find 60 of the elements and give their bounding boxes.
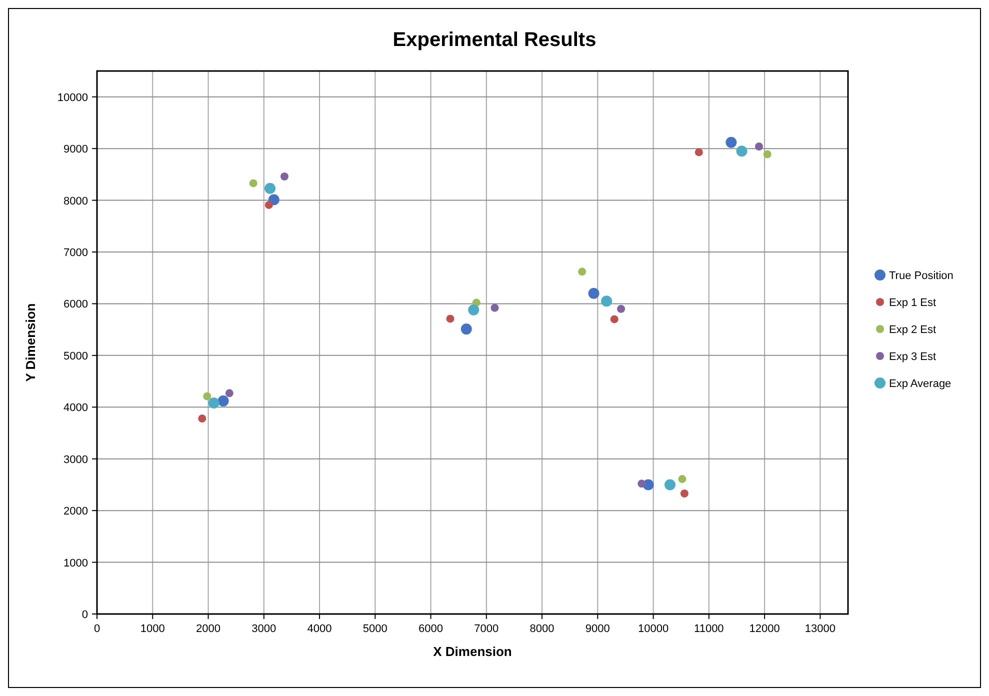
legend-label: Exp Average	[889, 378, 952, 390]
point	[249, 179, 258, 188]
y-axis-title: Y Dimension	[23, 303, 38, 382]
x-tick-label: 13000	[804, 623, 836, 635]
y-tick-label: 3000	[64, 454, 88, 466]
point	[680, 490, 688, 498]
legend-label: Exp 1 Est	[889, 297, 936, 309]
point	[754, 142, 763, 151]
point	[208, 398, 220, 409]
point	[264, 200, 273, 209]
x-tick-label: 2000	[196, 623, 220, 635]
point	[203, 392, 212, 400]
y-tick-label: 0	[82, 609, 88, 621]
point	[468, 304, 480, 316]
point	[617, 304, 626, 313]
point	[460, 324, 472, 335]
point	[694, 148, 703, 156]
point	[601, 296, 612, 307]
point	[664, 479, 676, 490]
x-tick-label: 6000	[418, 623, 444, 635]
point	[588, 288, 600, 299]
legend-label: Exp 2 Est	[889, 324, 936, 336]
x-tick-label: 7000	[474, 623, 499, 635]
point	[763, 150, 772, 158]
point	[490, 304, 499, 312]
y-tick-label: 10000	[57, 92, 88, 104]
point	[726, 136, 737, 148]
y-tick-label: 9000	[64, 144, 88, 156]
point	[736, 146, 748, 157]
chart-title: Experimental Results	[392, 29, 596, 51]
x-tick-label: 3000	[252, 623, 276, 635]
point	[264, 182, 276, 194]
x-tick-label: 8000	[530, 623, 554, 635]
point	[638, 480, 646, 488]
point	[225, 389, 234, 398]
point	[610, 315, 618, 324]
y-tick-label: 5000	[64, 350, 88, 362]
y-tick-label: 4000	[64, 402, 88, 414]
x-tick-label: 0	[94, 623, 100, 635]
x-tick-label: 9000	[585, 623, 610, 635]
legend-label: Exp 3 Est	[889, 351, 936, 363]
x-tick-label: 1000	[140, 623, 165, 635]
x-tick-label: 4000	[307, 623, 332, 635]
y-tick-label: 8000	[64, 195, 88, 208]
x-tick-label: 5000	[362, 623, 388, 635]
point	[578, 268, 586, 276]
x-tick-label: 12000	[749, 623, 780, 635]
point	[198, 414, 206, 423]
x-tick-label: 10000	[638, 623, 669, 635]
point	[678, 475, 686, 484]
point	[446, 314, 454, 323]
x-tick-label: 11000	[694, 623, 724, 635]
y-tick-label: 7000	[64, 247, 88, 259]
point	[218, 395, 229, 406]
y-tick-label: 6000	[64, 298, 88, 311]
point	[280, 172, 288, 180]
x-axis-title: X Dimension	[433, 644, 512, 659]
y-tick-label: 1000	[64, 557, 88, 570]
legend-label: True Position	[889, 270, 954, 282]
y-tick-label: 2000	[64, 506, 88, 518]
